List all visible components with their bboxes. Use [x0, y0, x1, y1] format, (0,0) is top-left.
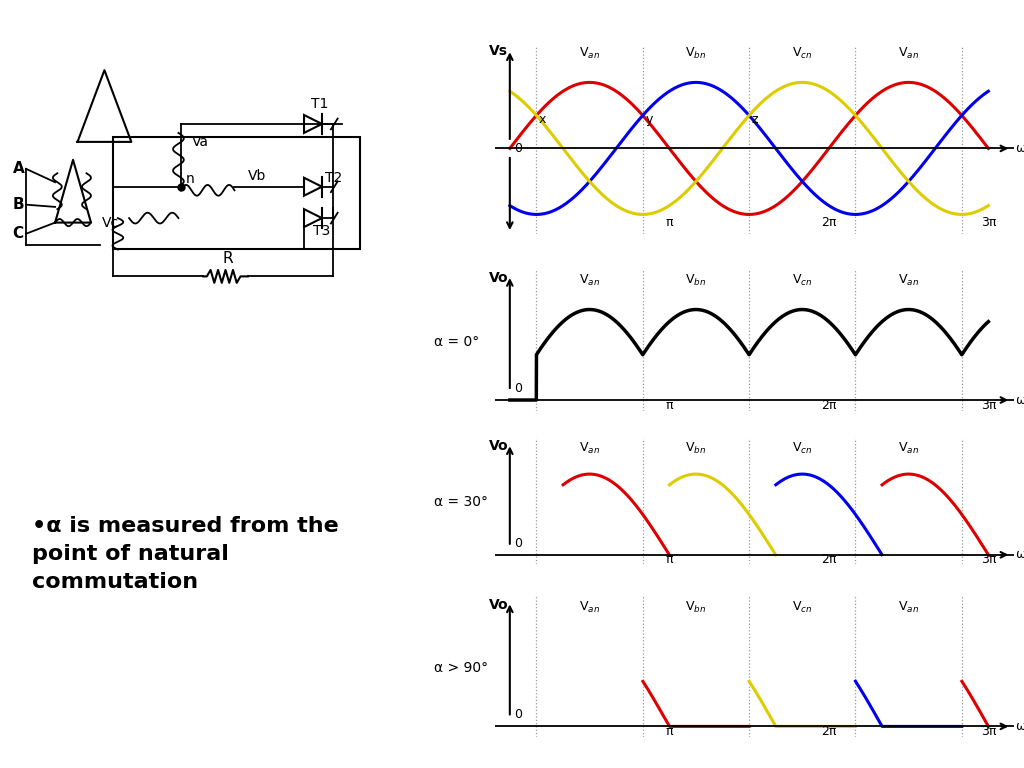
Text: R: R	[222, 251, 233, 266]
Text: ωt: ωt	[1015, 393, 1024, 406]
Text: 0: 0	[514, 382, 522, 395]
Text: Vs: Vs	[489, 44, 508, 58]
Text: Vb: Vb	[248, 169, 266, 183]
Text: V$_{an}$: V$_{an}$	[580, 273, 600, 288]
Text: V$_{an}$: V$_{an}$	[580, 441, 600, 455]
Text: z: z	[752, 114, 758, 126]
Text: A: A	[12, 161, 25, 177]
Text: y: y	[645, 114, 652, 126]
Text: V$_{cn}$: V$_{cn}$	[792, 273, 812, 288]
Text: B: B	[12, 197, 25, 212]
Text: 0: 0	[514, 142, 522, 155]
Text: n: n	[186, 172, 195, 186]
Text: V$_{cn}$: V$_{cn}$	[792, 46, 812, 61]
Text: 0: 0	[514, 708, 522, 721]
Text: •α is measured from the
point of natural
commutation: •α is measured from the point of natural…	[32, 516, 339, 592]
Text: V$_{an}$: V$_{an}$	[898, 273, 920, 288]
Text: V$_{bn}$: V$_{bn}$	[685, 46, 707, 61]
Text: 3π: 3π	[981, 217, 996, 230]
Text: V$_{an}$: V$_{an}$	[898, 441, 920, 455]
Text: π: π	[666, 399, 673, 412]
Text: V$_{an}$: V$_{an}$	[580, 46, 600, 61]
Text: V$_{an}$: V$_{an}$	[580, 600, 600, 614]
Text: 0: 0	[514, 537, 522, 550]
Text: 2π: 2π	[821, 399, 837, 412]
Text: Vo: Vo	[488, 439, 509, 453]
Text: V$_{bn}$: V$_{bn}$	[685, 273, 707, 288]
Text: T3: T3	[313, 224, 330, 238]
Text: α > 90°: α > 90°	[433, 661, 487, 675]
Text: 3-phase Half-wave controlled rectifier with R load: 3-phase Half-wave controlled rectifier w…	[102, 15, 922, 43]
Text: 2π: 2π	[821, 726, 837, 739]
Text: V$_{bn}$: V$_{bn}$	[685, 600, 707, 614]
Text: Vo: Vo	[488, 271, 509, 286]
Text: 2π: 2π	[821, 217, 837, 230]
Text: π: π	[666, 726, 673, 739]
Text: 3π: 3π	[981, 553, 996, 566]
Text: C: C	[12, 227, 24, 241]
Text: V$_{cn}$: V$_{cn}$	[792, 441, 812, 455]
Text: ωt: ωt	[1015, 548, 1024, 561]
Text: Va: Va	[191, 135, 209, 149]
Text: V$_{an}$: V$_{an}$	[898, 600, 920, 614]
Text: 3π: 3π	[981, 399, 996, 412]
Text: V$_{cn}$: V$_{cn}$	[792, 600, 812, 614]
Text: π: π	[666, 553, 673, 566]
Text: T1: T1	[310, 98, 328, 111]
Text: V$_{bn}$: V$_{bn}$	[685, 441, 707, 455]
Text: x: x	[539, 114, 547, 126]
Text: V$_{an}$: V$_{an}$	[898, 46, 920, 61]
Text: ωt: ωt	[1015, 720, 1024, 733]
Text: 2π: 2π	[821, 553, 837, 566]
Text: ωt: ωt	[1015, 142, 1024, 155]
Text: Vo: Vo	[488, 598, 509, 612]
Bar	[114, 137, 360, 250]
Text: 3π: 3π	[981, 726, 996, 739]
Text: α = 0°: α = 0°	[433, 335, 479, 349]
Text: π: π	[666, 217, 673, 230]
Text: Vc: Vc	[102, 216, 120, 230]
Text: T2: T2	[325, 171, 342, 185]
Text: α = 30°: α = 30°	[433, 495, 487, 509]
